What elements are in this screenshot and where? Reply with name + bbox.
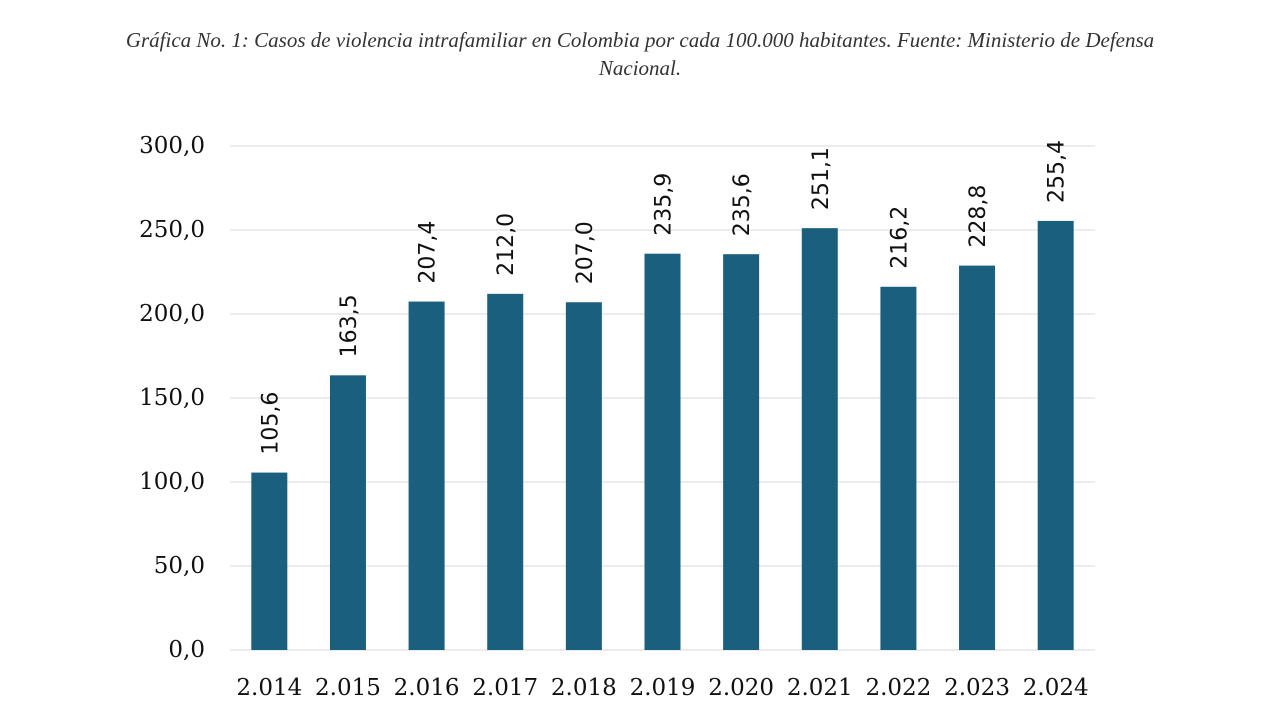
y-tick-label: 300,0 [139,133,205,159]
y-tick-label: 250,0 [139,217,205,243]
data-label: 207,0 [573,221,598,284]
caption-line-2: Nacional. [598,56,682,80]
data-label: 212,0 [494,213,519,276]
data-label: 235,9 [652,173,677,236]
data-label: 163,5 [337,294,362,357]
data-label: 228,8 [966,185,991,248]
bar [329,375,366,650]
y-axis-ticks: 0,0 50,0 100,0 150,0 200,0 250,0 300,0 [139,133,205,663]
caption-line-1: Gráfica No. 1: Casos de violencia intraf… [125,28,1155,52]
data-label: 255,4 [1045,140,1070,203]
chart-caption: Gráfica No. 1: Casos de violencia intraf… [0,26,1280,82]
bar [251,472,288,650]
data-label: 235,6 [730,173,755,236]
x-tick-label: 2.014 [236,675,302,701]
data-label: 105,6 [258,392,283,455]
bars [251,220,1074,651]
bar [959,265,996,650]
x-tick-label: 2.024 [1023,675,1089,701]
x-tick-label: 2.015 [315,675,381,701]
bar [487,293,524,650]
y-tick-label: 0,0 [168,637,205,663]
y-tick-label: 50,0 [154,553,205,579]
x-tick-label: 2.019 [630,675,696,701]
data-label: 207,4 [416,221,441,284]
bar [408,301,445,650]
x-tick-label: 2.018 [551,675,617,701]
bar [723,254,760,650]
y-tick-label: 200,0 [139,301,205,327]
y-tick-label: 100,0 [139,469,205,495]
data-labels: 105,6 163,5 207,4 212,0 207,0 235,9 235,6 251,1… [258,140,1069,455]
x-tick-label: 2.021 [787,675,853,701]
y-tick-label: 150,0 [139,385,205,411]
bar [644,253,681,651]
bar [801,228,838,651]
bar [880,286,917,650]
x-tick-label: 2.022 [865,675,931,701]
x-tick-label: 2.016 [394,675,460,701]
bar [1037,220,1074,651]
x-axis-ticks: 2.014 2.015 2.016 2.017 2.018 2.019 2.020 2.021… [236,675,1088,701]
x-tick-label: 2.017 [472,675,538,701]
x-tick-label: 2.023 [944,675,1010,701]
bar [565,302,602,650]
x-tick-label: 2.020 [708,675,774,701]
data-label: 216,2 [887,206,912,269]
data-label: 251,1 [809,147,834,210]
